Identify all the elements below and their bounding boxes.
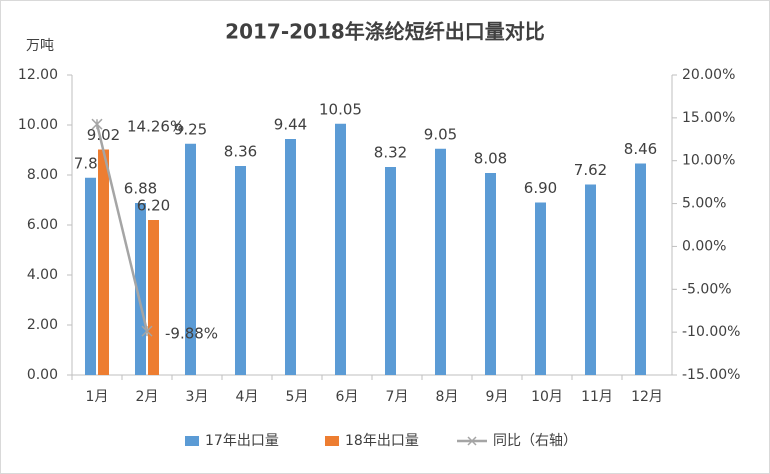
y2-tick-label: 20.00% xyxy=(682,67,735,83)
data-label: 10.05 xyxy=(319,100,362,118)
data-label: 8.32 xyxy=(374,144,407,162)
data-label: 7.62 xyxy=(574,161,607,179)
x-tick-label: 7月 xyxy=(386,389,409,405)
data-label: 8.36 xyxy=(224,143,257,161)
line-marker xyxy=(141,325,153,337)
y-tick-label: 4.00 xyxy=(27,267,58,283)
data-label: 14.26% xyxy=(127,118,184,136)
y-tick-label: 8.00 xyxy=(27,167,58,183)
x-tick-label: 12月 xyxy=(631,389,663,405)
bar xyxy=(185,143,196,375)
y-tick-label: 12.00 xyxy=(18,67,58,83)
y2-tick-label: -15.00% xyxy=(682,367,740,383)
bar xyxy=(535,202,546,375)
y-tick-label: 10.00 xyxy=(18,117,58,133)
bar xyxy=(335,123,346,375)
line xyxy=(95,123,149,332)
data-label: 9.25 xyxy=(174,120,207,138)
y2-tick-label: -5.00% xyxy=(682,281,732,297)
data-label: 9.02 xyxy=(87,126,120,144)
x-tick-label: 10月 xyxy=(531,389,563,405)
data-label: 9.44 xyxy=(274,116,307,134)
bar xyxy=(635,163,646,375)
y-axis-label: 万吨 xyxy=(26,38,54,54)
data-label: 8.08 xyxy=(474,150,507,168)
y-tick-label: 6.00 xyxy=(27,217,58,233)
x-tick-label: 8月 xyxy=(436,389,459,405)
chart-title: 2017-2018年涤纶短纤出口量对比 xyxy=(225,20,545,44)
data-label: 6.88 xyxy=(124,180,157,198)
bar xyxy=(585,184,596,375)
bar xyxy=(98,149,109,375)
x-tick-label: 5月 xyxy=(286,389,309,405)
bar xyxy=(148,220,159,375)
data-label: 6.90 xyxy=(524,179,557,197)
legend-label: 17年出口量 xyxy=(205,433,279,449)
y2-tick-label: 10.00% xyxy=(682,153,735,169)
data-label: 8.46 xyxy=(624,140,657,158)
bar xyxy=(485,173,496,375)
x-tick-label: 11月 xyxy=(581,389,613,405)
x-tick-label: 4月 xyxy=(236,389,259,405)
legend-label: 同比（右轴） xyxy=(493,433,577,449)
data-label: -9.88% xyxy=(165,325,218,343)
legend-swatch xyxy=(467,436,477,446)
data-label: 9.05 xyxy=(424,125,457,143)
bar xyxy=(85,177,96,375)
bar xyxy=(285,139,296,375)
y-tick-label: 0.00 xyxy=(27,367,58,383)
x-tick-label: 2月 xyxy=(136,389,159,405)
legend-swatch xyxy=(185,436,199,446)
x-tick-label: 3月 xyxy=(186,389,209,405)
x-tick-label: 9月 xyxy=(486,389,509,405)
bar xyxy=(235,166,246,375)
y2-tick-label: 0.00% xyxy=(682,238,726,254)
bar xyxy=(435,148,446,375)
line-marker xyxy=(91,118,103,130)
data-label: 6.20 xyxy=(137,197,170,215)
bar xyxy=(385,167,396,375)
y2-tick-label: -10.00% xyxy=(682,324,740,340)
bar xyxy=(135,203,146,375)
y-tick-label: 2.00 xyxy=(27,317,58,333)
legend-label: 18年出口量 xyxy=(345,433,419,449)
x-tick-label: 1月 xyxy=(86,389,109,405)
legend-swatch xyxy=(325,436,339,446)
x-tick-label: 6月 xyxy=(336,389,359,405)
y2-tick-label: 5.00% xyxy=(682,196,726,212)
y2-tick-label: 15.00% xyxy=(682,110,735,126)
